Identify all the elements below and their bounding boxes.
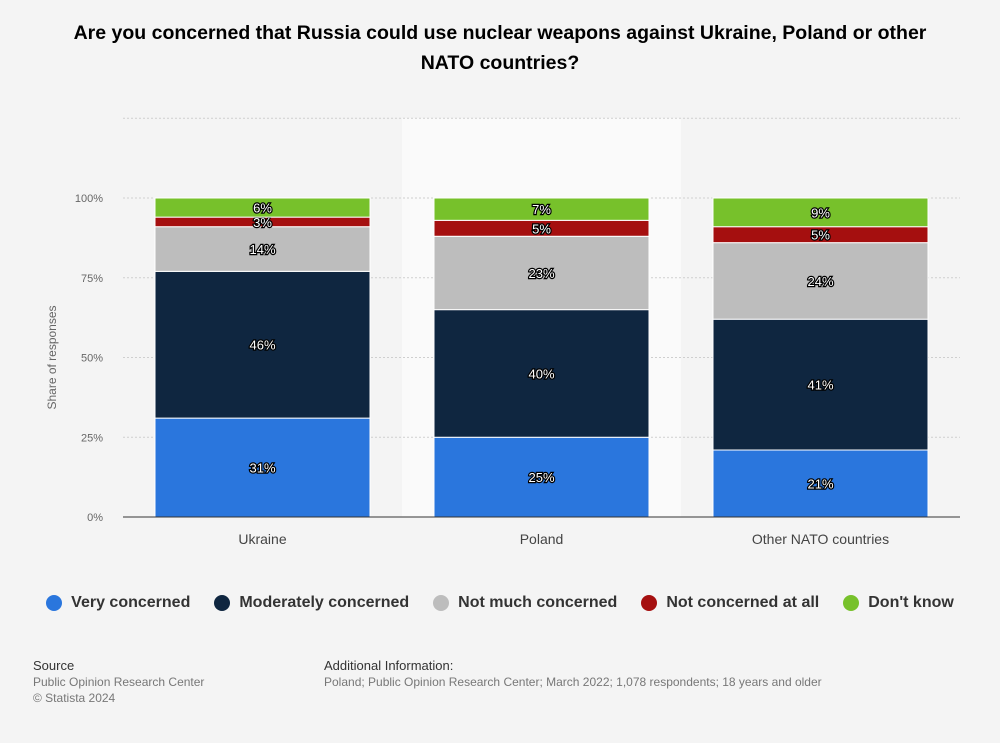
bar-segment (712, 242, 929, 320)
y-tick-label: 100% (75, 193, 103, 205)
data-label: 9% (811, 205, 830, 220)
legend-item[interactable]: Not much concerned (433, 594, 617, 612)
legend-swatch (843, 595, 860, 611)
bar-segment (712, 197, 929, 228)
x-tick-label: Poland (520, 531, 564, 547)
source-heading: Source (33, 658, 75, 673)
data-label: 5% (811, 228, 830, 243)
x-tick-label: Ukraine (238, 531, 286, 547)
chart-legend: Very concerned Moderately concerned Not mu… (0, 594, 1000, 612)
y-tick-label: 75% (81, 273, 103, 285)
bar-segment (154, 417, 371, 518)
legend-swatch (46, 595, 63, 611)
legend-label: Not concerned at all (666, 594, 820, 611)
legend-swatch (641, 595, 658, 611)
data-label: 21% (807, 477, 833, 492)
chart-title: Are you concerned that Russia could use … (73, 22, 927, 74)
data-label: 25% (528, 470, 554, 485)
legend-swatch (433, 595, 450, 611)
additional-info-text: Poland; Public Opinion Research Center; … (324, 675, 822, 689)
data-label: 3% (253, 215, 272, 230)
data-label: 41% (807, 378, 833, 393)
legend-swatch (214, 595, 231, 611)
bar-segment (154, 226, 371, 272)
bar-segment (433, 309, 650, 438)
x-tick-label: Other NATO countries (752, 531, 889, 547)
bar-segment (433, 197, 650, 221)
data-label: 40% (528, 366, 554, 381)
legend-item[interactable]: Very concerned (46, 594, 190, 612)
data-label: 46% (249, 338, 275, 353)
source-line: Public Opinion Research Center (33, 675, 205, 689)
y-tick-label: 50% (81, 353, 103, 365)
bar-segment (712, 449, 929, 518)
data-label: 23% (528, 266, 554, 281)
additional-info-heading: Additional Information: (324, 658, 454, 673)
data-label: 7% (532, 202, 551, 217)
bar-segment (712, 318, 929, 451)
legend-label: Very concerned (71, 594, 191, 611)
y-axis-title: Share of responses (45, 305, 59, 409)
y-tick-label: 0% (87, 512, 103, 524)
stacked-bar-chart: 0% 25% 50% 75% 100% Share of responses 31% 46% 1… (45, 117, 960, 547)
data-label: 31% (249, 461, 275, 476)
data-label: 5% (532, 221, 551, 236)
bar-segment (154, 270, 371, 419)
bar-segment (433, 436, 650, 518)
bar-segment (154, 197, 371, 218)
additional-info-block: Additional Information: Poland; Public O… (324, 658, 822, 690)
copyright-line: © Statista 2024 (33, 691, 116, 705)
legend-item[interactable]: Don't know (843, 594, 954, 612)
legend-item[interactable]: Not concerned at all (641, 594, 819, 612)
legend-label: Not much concerned (458, 594, 618, 611)
data-label: 14% (249, 242, 275, 257)
data-label: 6% (253, 201, 272, 216)
bar-segment (433, 235, 650, 311)
y-tick-label: 25% (81, 432, 103, 444)
legend-item[interactable]: Moderately concerned (214, 594, 409, 612)
source-block: Source Public Opinion Research Center © … (33, 658, 204, 706)
data-label: 24% (807, 274, 833, 289)
legend-label: Don't know (868, 594, 954, 611)
legend-label: Moderately concerned (239, 594, 410, 611)
